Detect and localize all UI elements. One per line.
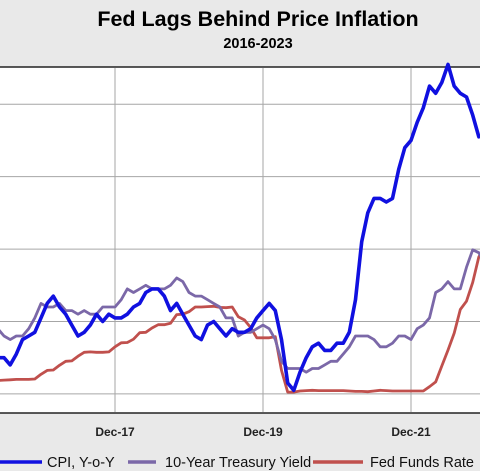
legend-label: Fed Funds Rate xyxy=(370,455,474,471)
grid xyxy=(0,68,480,412)
legend-label: CPI, Y-o-Y xyxy=(47,455,115,471)
series-line-0 xyxy=(0,62,480,393)
x-tick-label: Dec-19 xyxy=(243,425,283,439)
x-tick-label: Dec-21 xyxy=(391,425,431,439)
x-tick-label: Dec-17 xyxy=(95,425,135,439)
x-axis-ticks: Dec-17 Dec-19 Dec-21 xyxy=(95,425,431,439)
legend-label: 10-Year Treasury Yield xyxy=(165,455,311,471)
series-line-2 xyxy=(0,251,480,394)
legend: CPI, Y-o-Y 10-Year Treasury Yield Fed Fund… xyxy=(0,455,474,471)
chart-title: Fed Lags Behind Price Inflation xyxy=(97,7,418,31)
chart-subtitle: 2016-2023 xyxy=(223,36,292,52)
series-group xyxy=(0,62,480,394)
